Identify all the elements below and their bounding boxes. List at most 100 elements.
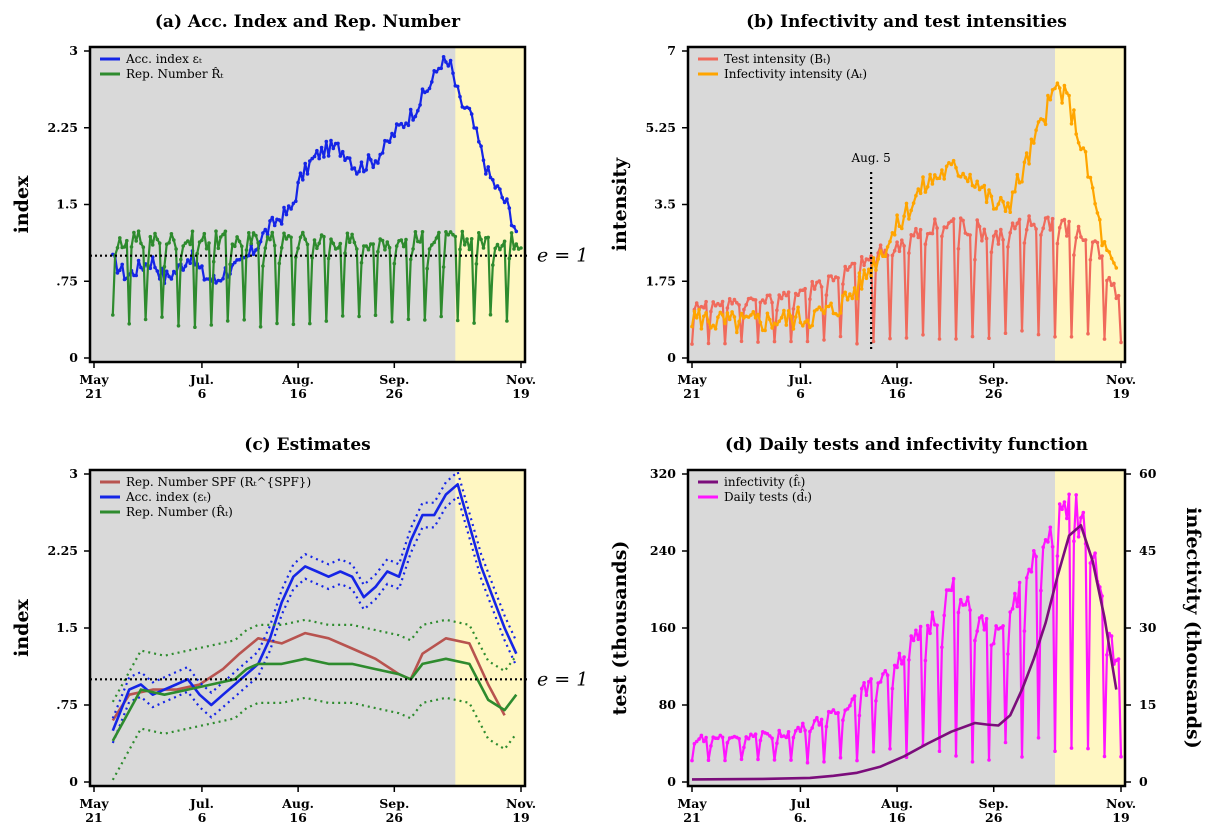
data-point bbox=[406, 317, 411, 322]
data-point bbox=[765, 732, 770, 736]
data-point bbox=[958, 216, 963, 220]
data-point bbox=[822, 338, 826, 342]
data-point bbox=[512, 247, 516, 251]
data-point bbox=[980, 614, 984, 618]
y-tick-label: 3 bbox=[69, 43, 78, 58]
data-point bbox=[1057, 86, 1062, 90]
data-point bbox=[796, 293, 800, 298]
x-tick-label-month: Nov. bbox=[1106, 372, 1136, 387]
data-point bbox=[179, 257, 183, 262]
data-point bbox=[864, 693, 869, 697]
data-point bbox=[958, 175, 963, 179]
data-point bbox=[1027, 214, 1031, 218]
data-point bbox=[699, 327, 704, 331]
data-point bbox=[265, 235, 270, 239]
data-point bbox=[984, 616, 989, 621]
plot-frame bbox=[686, 468, 1127, 788]
data-point bbox=[768, 293, 772, 298]
data-point bbox=[699, 733, 704, 738]
data-point bbox=[279, 222, 284, 226]
data-point bbox=[303, 237, 308, 241]
data-point bbox=[291, 201, 296, 206]
data-point bbox=[406, 123, 411, 128]
data-point bbox=[118, 236, 122, 240]
data-point bbox=[862, 268, 866, 272]
data-point bbox=[793, 315, 798, 319]
data-point bbox=[1024, 576, 1029, 580]
data-point bbox=[848, 292, 852, 296]
data-point bbox=[310, 255, 315, 260]
data-point bbox=[233, 260, 237, 265]
data-point bbox=[1006, 201, 1010, 205]
data-point bbox=[296, 246, 300, 250]
data-point bbox=[1043, 538, 1048, 542]
data-point bbox=[975, 179, 979, 184]
data-point bbox=[343, 158, 347, 162]
data-point bbox=[1020, 179, 1024, 184]
y-tick-label-right: 0 bbox=[1139, 774, 1148, 789]
data-point bbox=[852, 286, 857, 290]
data-point bbox=[739, 339, 744, 344]
data-point bbox=[488, 312, 493, 317]
data-point bbox=[808, 297, 812, 302]
data-point bbox=[1050, 216, 1055, 221]
data-point bbox=[772, 339, 777, 344]
data-point bbox=[221, 232, 225, 237]
data-point bbox=[994, 229, 998, 234]
data-point bbox=[786, 309, 791, 313]
data-point bbox=[935, 623, 939, 628]
data-point bbox=[911, 201, 916, 205]
data-point bbox=[888, 336, 892, 341]
data-point bbox=[862, 681, 866, 685]
data-point bbox=[791, 307, 796, 311]
data-point bbox=[1057, 225, 1062, 230]
data-point bbox=[796, 725, 800, 730]
y-axis-label: index bbox=[11, 175, 33, 233]
data-point bbox=[491, 263, 495, 267]
data-point bbox=[364, 244, 369, 248]
data-point bbox=[914, 628, 918, 633]
data-point bbox=[744, 303, 748, 307]
data-point bbox=[312, 154, 317, 159]
x-tick-label-month: Sep. bbox=[379, 372, 409, 387]
highlight-region bbox=[1055, 47, 1125, 362]
data-point bbox=[1112, 281, 1116, 286]
data-point bbox=[892, 663, 897, 668]
data-point bbox=[874, 268, 878, 272]
data-point bbox=[702, 305, 706, 310]
data-point bbox=[817, 305, 822, 310]
data-point bbox=[186, 239, 190, 243]
data-point bbox=[1100, 254, 1104, 258]
y-tick-label-right: 45 bbox=[1139, 543, 1156, 558]
data-point bbox=[352, 240, 357, 245]
data-point bbox=[488, 175, 493, 180]
data-point bbox=[486, 165, 491, 169]
y-tick-label: 0 bbox=[667, 774, 676, 789]
data-point bbox=[272, 243, 277, 248]
data-point bbox=[1076, 141, 1081, 145]
y-tick-label: 5.25 bbox=[646, 120, 676, 135]
data-point bbox=[718, 303, 723, 308]
data-point bbox=[1116, 293, 1121, 298]
x-tick-label-month: Aug. bbox=[281, 796, 314, 811]
y-axis-label: test (thousands) bbox=[609, 541, 631, 716]
data-point bbox=[789, 339, 793, 344]
data-point bbox=[702, 739, 706, 744]
data-point bbox=[373, 313, 378, 318]
data-point bbox=[923, 190, 928, 194]
data-point bbox=[284, 237, 289, 241]
data-point bbox=[697, 737, 701, 741]
data-point bbox=[315, 246, 319, 251]
data-point bbox=[768, 734, 772, 738]
data-point bbox=[277, 218, 282, 222]
data-point bbox=[753, 732, 758, 736]
x-tick-label-day: 19 bbox=[1112, 386, 1129, 401]
data-point bbox=[188, 242, 192, 247]
data-point bbox=[942, 613, 946, 618]
data-point bbox=[723, 758, 727, 763]
y-tick-label: 3.5 bbox=[654, 197, 676, 212]
data-point bbox=[157, 241, 162, 245]
data-point bbox=[1029, 570, 1034, 574]
x-tick-label-day: 6 bbox=[198, 810, 207, 825]
data-point bbox=[1013, 591, 1017, 596]
